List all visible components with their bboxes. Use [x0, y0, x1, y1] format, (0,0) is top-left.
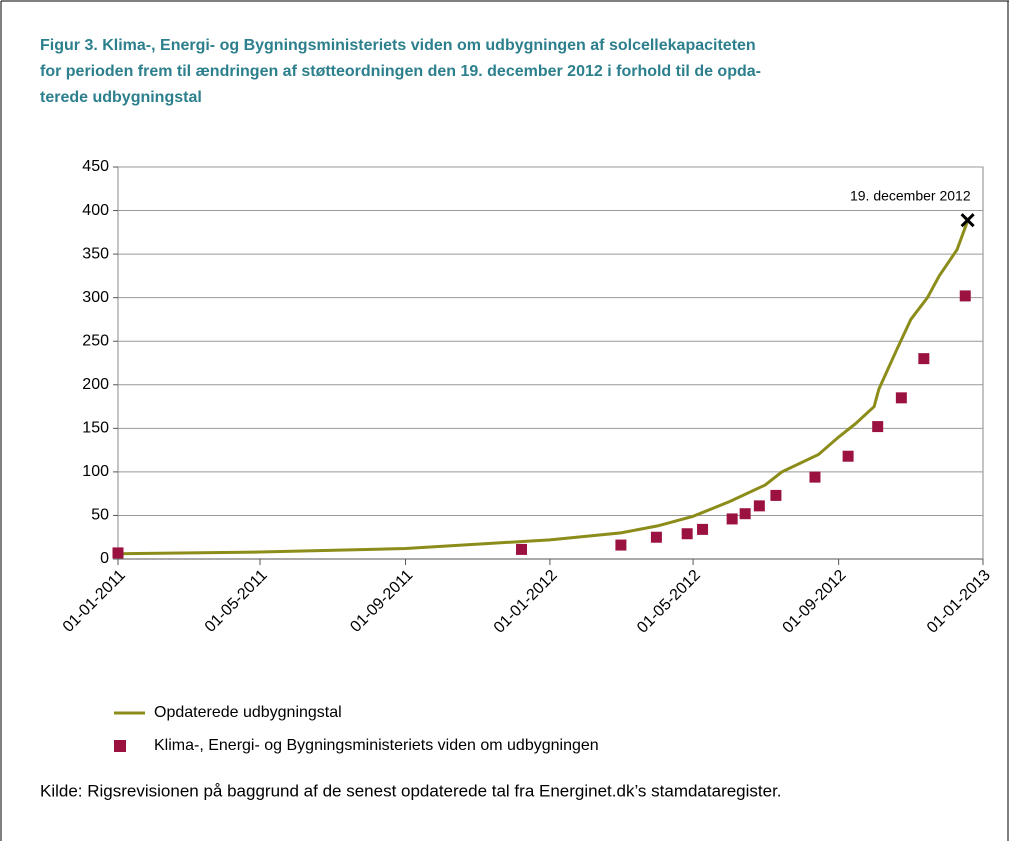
legend-label: Klima-, Energi- og Bygningsministeriets …: [154, 737, 599, 754]
source-note: Kilde: Rigsrevisionen på baggrund af de …: [40, 781, 782, 800]
scatter-point: [770, 489, 782, 501]
scatter-point: [112, 547, 124, 559]
x-tick-label: 01-01-2011: [60, 567, 129, 636]
x-tick-label: 01-05-2011: [202, 567, 271, 636]
scatter-point: [753, 500, 765, 512]
scatter-point: [872, 421, 884, 433]
y-tick-label: 50: [91, 507, 109, 524]
scatter-point: [615, 539, 627, 551]
scatter-point: [809, 471, 821, 483]
scatter-point: [918, 353, 930, 365]
y-tick-label: 400: [82, 202, 109, 219]
legend-label: Opdaterede udbygningstal: [154, 704, 342, 721]
x-tick-label: 01-05-2012: [634, 567, 704, 637]
y-tick-label: 150: [82, 420, 109, 437]
x-tick-label: 01-09-2011: [347, 567, 416, 636]
x-tick-label: 01-01-2013: [924, 567, 994, 637]
line-series: [117, 220, 970, 556]
chart-title: for perioden frem til ændringen af støtt…: [40, 63, 761, 80]
legend-swatch: [114, 740, 126, 752]
chart-title: terede udbygningstal: [40, 89, 202, 106]
y-tick-label: 300: [82, 289, 109, 306]
plot-area: [117, 166, 984, 560]
x-tick-label: 01-01-2012: [491, 567, 561, 637]
scatter-point: [516, 543, 528, 555]
scatter-point: [726, 513, 738, 525]
scatter-point: [895, 392, 907, 404]
y-tick-label: 350: [82, 245, 109, 262]
y-tick-label: 100: [82, 463, 109, 480]
scatter-point: [650, 531, 662, 543]
scatter-point: [697, 523, 709, 535]
scatter-point: [739, 508, 751, 520]
annotation-text: 19. december 2012: [850, 188, 971, 204]
y-tick-label: 200: [82, 376, 109, 393]
x-tick-label: 01-09-2012: [780, 567, 850, 637]
y-tick-label: 250: [82, 332, 109, 349]
y-tick-label: 0: [100, 550, 109, 567]
scatter-point: [842, 450, 854, 462]
chart-title: Figur 3. Klima-, Energi- og Bygningsmini…: [40, 37, 756, 54]
annotation-marker: [960, 213, 975, 228]
scatter-point: [681, 528, 693, 540]
y-tick-label: 450: [82, 158, 109, 175]
scatter-point: [959, 290, 971, 302]
